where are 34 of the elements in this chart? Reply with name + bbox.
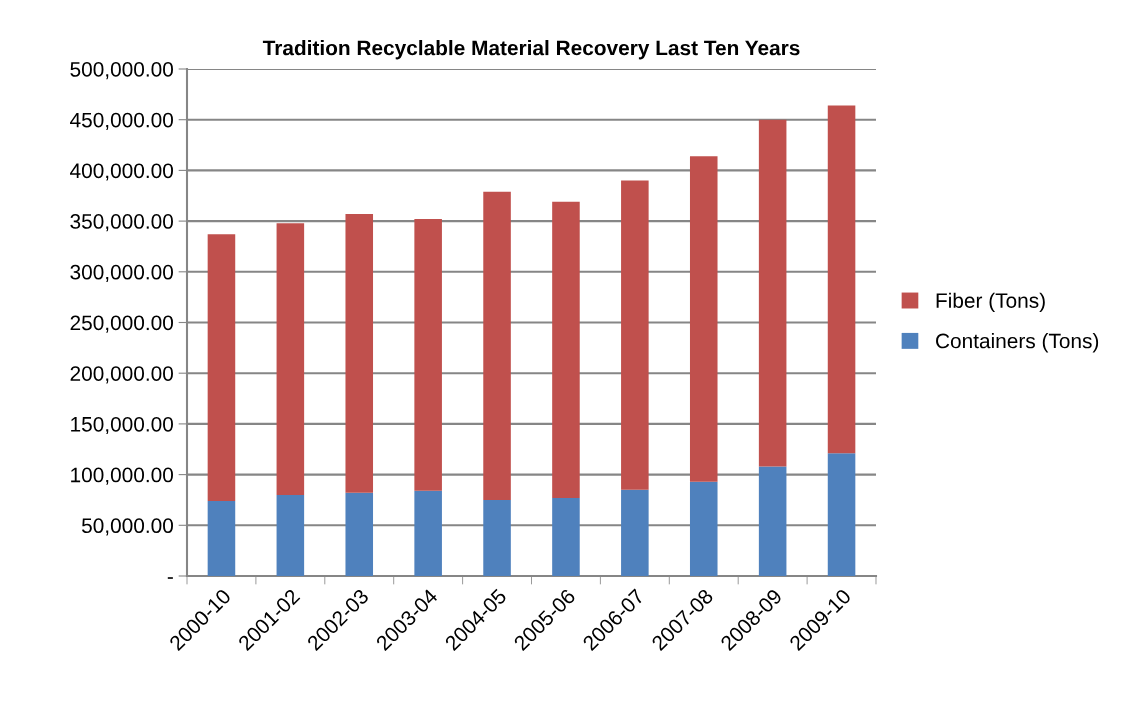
bar xyxy=(345,492,374,576)
y-tick-label: 200,000.00 xyxy=(70,366,173,384)
chart-title: Tradition Recyclable Material Recovery Last Ten Years xyxy=(262,40,800,60)
y-tick-label: 350,000.00 xyxy=(70,214,173,232)
y-tick-label: 50,000.00 xyxy=(81,518,173,536)
bar xyxy=(552,201,580,498)
y-tick-label: 450,000.00 xyxy=(70,112,173,130)
y-tick-label: 400,000.00 xyxy=(70,163,173,181)
y-tick-label: 150,000.00 xyxy=(71,416,173,435)
bar xyxy=(621,489,649,576)
bar xyxy=(483,191,511,500)
y-tick-label: 250,000.00 xyxy=(70,315,173,333)
bar xyxy=(276,223,305,495)
legend-label: Fiber (Tons) xyxy=(936,292,1045,313)
bar xyxy=(276,494,305,576)
y-tick-label: 500,000.00 xyxy=(70,62,173,80)
bar xyxy=(207,234,236,501)
bar xyxy=(207,500,236,576)
bar xyxy=(345,214,374,493)
bar xyxy=(689,156,718,482)
bar xyxy=(483,499,511,576)
legend-label: Containers (Tons) xyxy=(936,333,1099,353)
bar xyxy=(621,180,649,490)
y-tick-label: 100,000.00 xyxy=(71,467,173,485)
bar xyxy=(758,466,787,576)
y-tick-label: - xyxy=(167,577,173,579)
bar xyxy=(689,481,718,576)
bar xyxy=(414,490,442,576)
bar xyxy=(827,453,856,576)
bar xyxy=(758,119,787,467)
bar xyxy=(827,105,856,454)
y-tick-label: 300,000.00 xyxy=(70,264,173,283)
bar xyxy=(414,219,442,491)
bar xyxy=(552,497,580,576)
